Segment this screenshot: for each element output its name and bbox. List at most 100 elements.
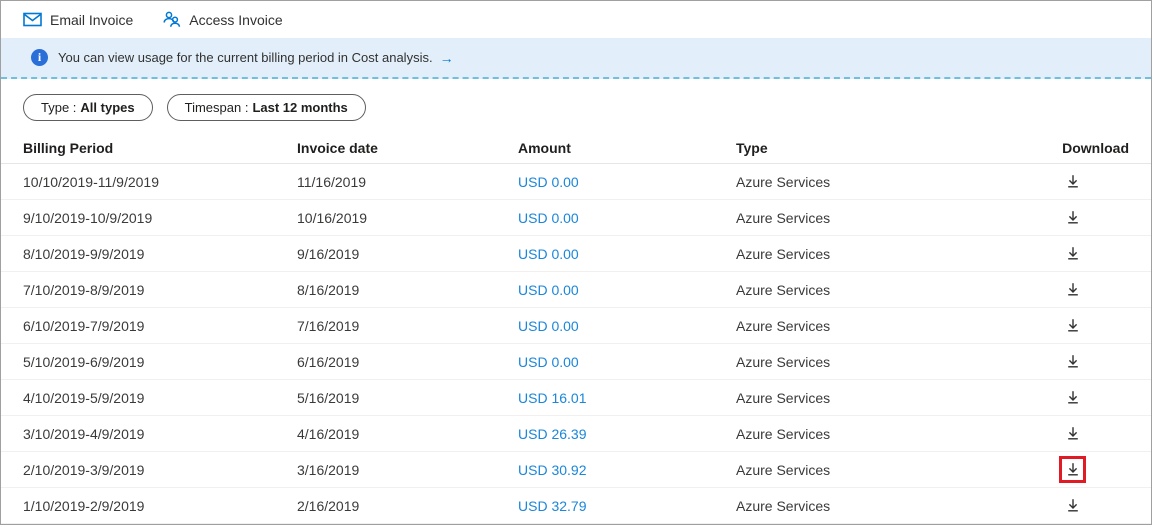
amount-link[interactable]: USD 16.01 [518,389,587,406]
table-row: 1/10/2019-2/9/2019 2/16/2019 USD 32.79 A… [1,488,1151,524]
download-button[interactable] [1059,348,1086,375]
download-button[interactable] [1059,420,1086,447]
column-header-type[interactable]: Type [736,139,768,156]
info-icon: i [31,49,48,66]
amount-link[interactable]: USD 0.00 [518,353,579,370]
access-invoice-button[interactable]: Access Invoice [163,11,283,28]
column-header-billing-period[interactable]: Billing Period [23,139,114,156]
download-icon [1065,462,1081,478]
type-cell: Azure Services [736,245,831,262]
download-cell [1059,204,1134,231]
type-filter-label: Type : [41,100,77,115]
invoice-table-body: 10/10/2019-11/9/2019 11/16/2019 USD 0.00… [1,164,1151,524]
invoice-date-cell: 4/16/2019 [297,425,360,442]
amount-link[interactable]: USD 0.00 [518,245,579,262]
table-row: 6/10/2019-7/9/2019 7/16/2019 USD 0.00 Az… [1,308,1151,344]
type-cell: Azure Services [736,281,831,298]
table-row: 10/10/2019-11/9/2019 11/16/2019 USD 0.00… [1,164,1151,200]
billing-period-cell: 4/10/2019-5/9/2019 [23,389,145,406]
billing-period-cell: 3/10/2019-4/9/2019 [23,425,145,442]
type-cell: Azure Services [736,461,831,478]
amount-link[interactable]: USD 0.00 [518,209,579,226]
billing-period-cell: 7/10/2019-8/9/2019 [23,281,145,298]
table-row: 7/10/2019-8/9/2019 8/16/2019 USD 0.00 Az… [1,272,1151,308]
timespan-filter-pill[interactable]: Timespan : Last 12 months [166,94,366,121]
column-header-invoice-date[interactable]: Invoice date [297,139,378,156]
download-button[interactable] [1059,492,1086,519]
type-cell: Azure Services [736,389,831,406]
invoice-date-cell: 2/16/2019 [297,497,360,514]
type-cell: Azure Services [736,425,831,442]
download-cell [1059,168,1134,195]
timespan-filter-label: Timespan : [184,100,249,115]
download-icon [1065,210,1081,226]
download-cell [1059,312,1134,339]
download-button[interactable] [1059,240,1086,267]
email-invoice-button[interactable]: Email Invoice [23,12,133,28]
amount-link[interactable]: USD 0.00 [518,317,579,334]
download-icon [1065,282,1081,298]
access-invoice-label: Access Invoice [189,11,283,28]
amount-link[interactable]: USD 32.79 [518,497,587,514]
download-button[interactable] [1059,456,1086,483]
invoice-date-cell: 10/16/2019 [297,209,368,226]
download-icon [1065,174,1081,190]
download-icon [1065,390,1081,406]
invoice-date-cell: 11/16/2019 [297,173,367,190]
table-row: 3/10/2019-4/9/2019 4/16/2019 USD 26.39 A… [1,416,1151,452]
download-button[interactable] [1059,168,1086,195]
column-header-download[interactable]: Download [1062,139,1129,156]
invoice-date-cell: 7/16/2019 [297,317,360,334]
access-invoice-icon [163,11,181,28]
type-filter-pill[interactable]: Type : All types [23,94,153,121]
billing-period-cell: 9/10/2019-10/9/2019 [23,209,153,226]
download-icon [1065,246,1081,262]
amount-link[interactable]: USD 0.00 [518,173,579,190]
download-cell [1059,240,1134,267]
download-cell [1059,456,1134,483]
email-invoice-label: Email Invoice [50,11,134,28]
invoice-date-cell: 5/16/2019 [297,389,360,406]
info-banner: i You can view usage for the current bil… [1,38,1151,79]
billing-period-cell: 8/10/2019-9/9/2019 [23,245,145,262]
filter-bar: Type : All types Timespan : Last 12 mont… [1,79,1151,132]
type-filter-value: All types [80,100,135,115]
invoice-date-cell: 9/16/2019 [297,245,360,262]
banner-arrow-link[interactable]: → [439,49,454,66]
download-cell [1059,348,1134,375]
download-button[interactable] [1059,204,1086,231]
download-icon [1065,498,1081,514]
download-cell [1059,276,1134,303]
table-row: 8/10/2019-9/9/2019 9/16/2019 USD 0.00 Az… [1,236,1151,272]
billing-period-cell: 1/10/2019-2/9/2019 [23,497,145,514]
type-cell: Azure Services [736,353,831,370]
download-cell [1059,420,1134,447]
billing-period-cell: 10/10/2019-11/9/2019 [23,173,159,190]
download-button[interactable] [1059,384,1086,411]
amount-link[interactable]: USD 26.39 [518,425,587,442]
column-header-amount[interactable]: Amount [518,139,571,156]
billing-period-cell: 2/10/2019-3/9/2019 [23,461,145,478]
billing-period-cell: 6/10/2019-7/9/2019 [23,317,145,334]
invoice-table: Billing Period Invoice date Amount Type … [1,132,1151,524]
billing-period-cell: 5/10/2019-6/9/2019 [23,353,145,370]
table-row: 5/10/2019-6/9/2019 6/16/2019 USD 0.00 Az… [1,344,1151,380]
amount-link[interactable]: USD 0.00 [518,281,579,298]
email-icon [23,12,42,27]
table-row: 2/10/2019-3/9/2019 3/16/2019 USD 30.92 A… [1,452,1151,488]
table-row: 9/10/2019-10/9/2019 10/16/2019 USD 0.00 … [1,200,1151,236]
table-row: 4/10/2019-5/9/2019 5/16/2019 USD 16.01 A… [1,380,1151,416]
invoice-table-header: Billing Period Invoice date Amount Type … [1,132,1151,164]
download-cell [1059,384,1134,411]
amount-link[interactable]: USD 30.92 [518,461,587,478]
invoice-date-cell: 3/16/2019 [297,461,360,478]
type-cell: Azure Services [736,497,831,514]
timespan-filter-value: Last 12 months [252,100,348,115]
type-cell: Azure Services [736,173,831,190]
download-button[interactable] [1059,312,1086,339]
download-button[interactable] [1059,276,1086,303]
type-cell: Azure Services [736,317,831,334]
type-cell: Azure Services [736,209,831,226]
download-icon [1065,354,1081,370]
